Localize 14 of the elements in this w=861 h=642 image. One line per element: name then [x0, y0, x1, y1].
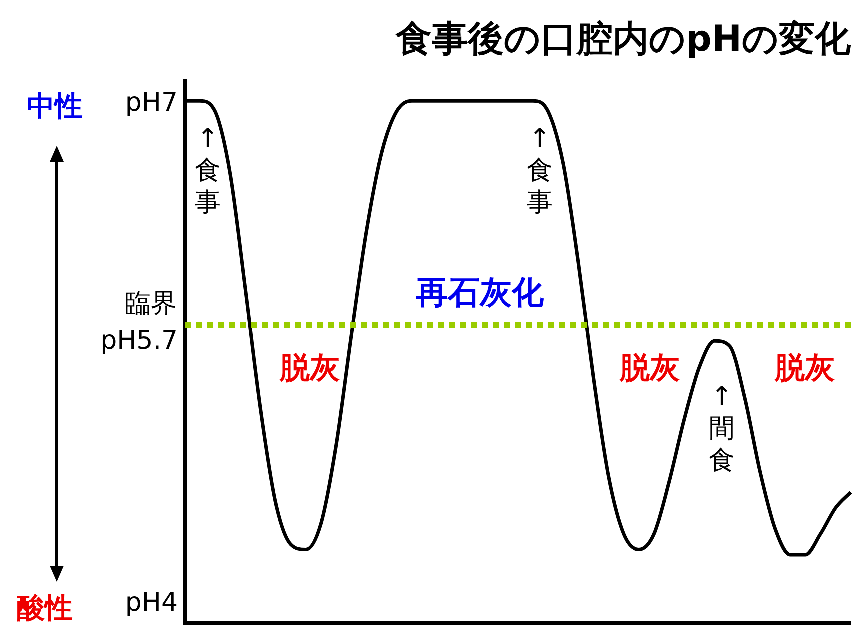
text: 中性	[27, 89, 83, 122]
annotation: 再石灰化	[415, 273, 545, 312]
text: pH5.7	[100, 326, 178, 356]
annotation: 脱灰	[619, 350, 680, 386]
text: 酸性	[17, 591, 73, 624]
annotation: ↑食事	[195, 124, 221, 218]
annotation: 脱灰	[279, 350, 340, 386]
chart-title: 食事後の口腔内のpHの変化	[395, 18, 852, 60]
annotation: ↑間食	[709, 382, 735, 476]
annotation: 脱灰	[774, 350, 835, 386]
text: pH7	[125, 88, 178, 118]
ref-line-label: 臨界	[125, 289, 177, 320]
text: pH4	[125, 588, 178, 618]
annotation: ↑食事	[527, 124, 553, 218]
